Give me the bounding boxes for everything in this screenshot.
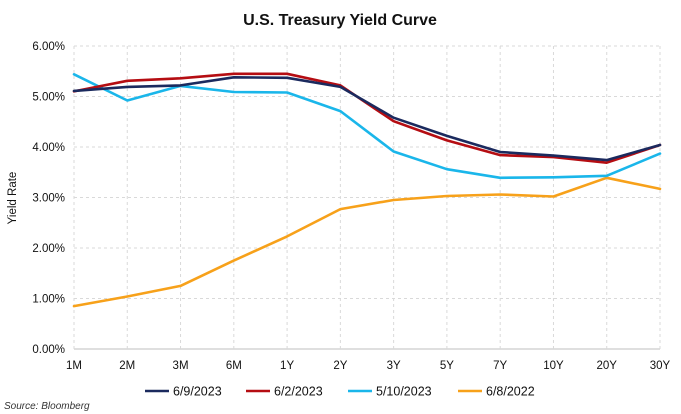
y-axis-label: Yield Rate (7, 172, 19, 225)
y-tick-label: 5.00% (32, 92, 65, 104)
x-tick-label: 3M (173, 360, 189, 372)
series-lines (72, 72, 662, 308)
x-tick-label: 6M (226, 360, 242, 372)
x-tick-labels: 1M 2M 3M 6M 1Y 2Y 3Y 5Y 7Y 10Y 20Y 30Y (66, 360, 671, 372)
x-tick-label: 7Y (493, 360, 507, 372)
x-tick-label: 1M (66, 360, 82, 372)
x-tick-label: 1Y (280, 360, 294, 372)
legend: 6/9/2023 6/2/2023 5/10/2023 6/8/2022 (145, 385, 535, 399)
series-line (72, 176, 662, 308)
legend-label: 6/9/2023 (173, 385, 222, 399)
x-tick-label: 20Y (596, 360, 617, 372)
x-tick-label: 2M (119, 360, 135, 372)
x-tick-label: 5Y (440, 360, 454, 372)
source-note: Source: Bloomberg (4, 401, 90, 412)
y-tick-label: 3.00% (32, 193, 65, 205)
x-tick-label: 30Y (650, 360, 671, 372)
y-tick-label: 4.00% (32, 142, 65, 154)
y-tick-label: 1.00% (32, 294, 65, 306)
y-tick-labels: 0.00% 1.00% 2.00% 3.00% 4.00% 5.00% 6.00% (32, 41, 65, 356)
y-tick-label: 2.00% (32, 243, 65, 255)
y-tick-label: 0.00% (32, 344, 65, 356)
series-line (72, 73, 662, 180)
x-tick-label: 10Y (543, 360, 564, 372)
chart-title: U.S. Treasury Yield Curve (243, 12, 437, 29)
legend-label: 5/10/2023 (376, 385, 432, 399)
legend-label: 6/8/2022 (486, 385, 535, 399)
legend-label: 6/2/2023 (274, 385, 323, 399)
series-line (72, 76, 662, 162)
grid-layer (73, 45, 661, 350)
x-tick-label: 3Y (387, 360, 401, 372)
x-tick-label: 2Y (333, 360, 347, 372)
y-tick-label: 6.00% (32, 41, 65, 53)
